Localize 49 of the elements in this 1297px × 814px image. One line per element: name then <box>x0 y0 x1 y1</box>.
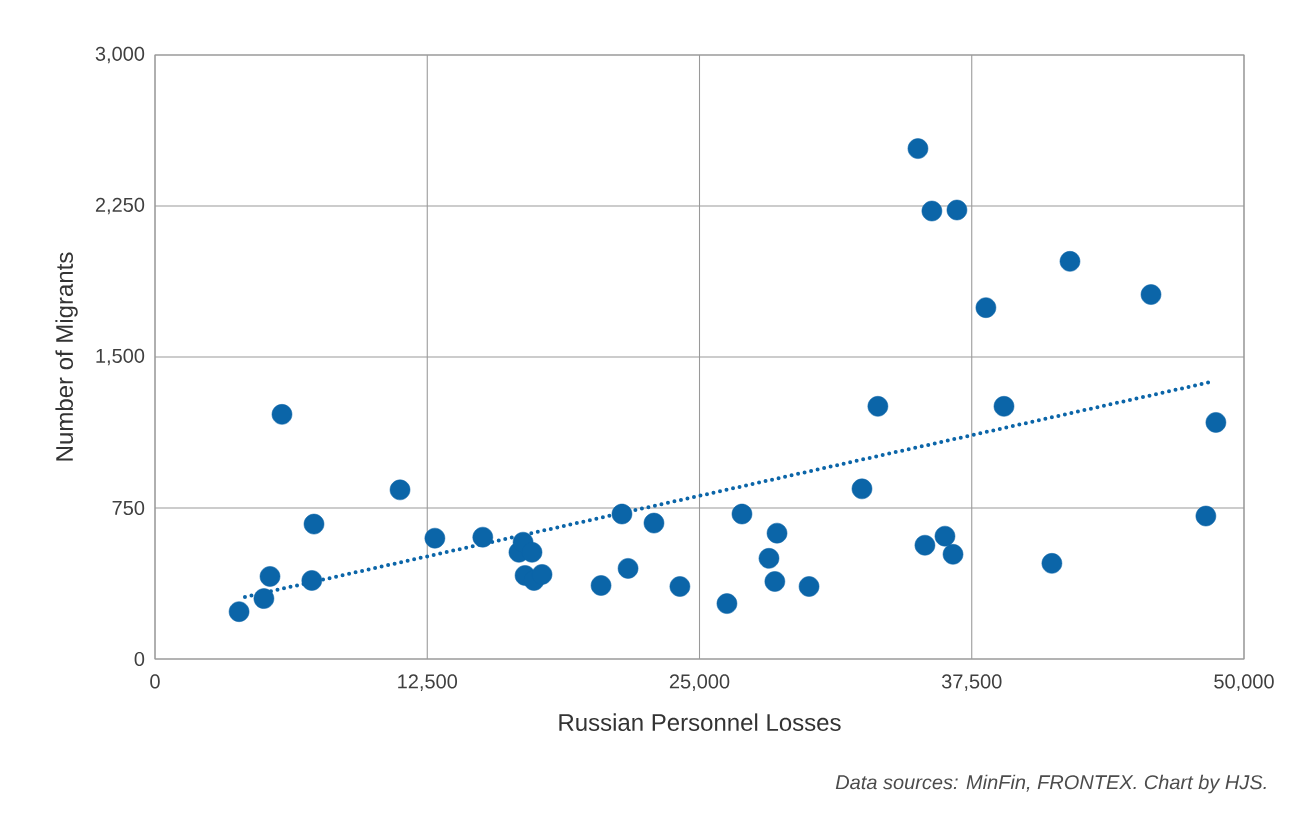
point <box>921 200 943 222</box>
point <box>253 588 275 609</box>
point <box>907 138 929 159</box>
point <box>934 525 956 547</box>
point <box>1041 553 1063 574</box>
point <box>531 564 553 585</box>
point <box>975 297 997 318</box>
x-tick-label: 12,500 <box>398 674 458 691</box>
point <box>1059 251 1081 272</box>
point <box>766 522 788 544</box>
point <box>764 571 786 592</box>
y-tick-label: 750 <box>112 500 145 516</box>
point <box>731 503 753 525</box>
text: Data sources: MinFin, FRONTEX. Chart by HJS. <box>835 774 1266 794</box>
point <box>301 570 323 591</box>
point <box>424 527 446 549</box>
point <box>758 548 780 569</box>
y-tick-label: 0 <box>134 651 145 667</box>
point <box>993 396 1015 417</box>
x-tick-label: 50,000 <box>1214 674 1274 691</box>
x-tick-label: 0 <box>150 674 160 689</box>
point <box>228 601 250 622</box>
point <box>271 404 293 425</box>
y-axis-title: Number of Migrants <box>55 252 78 461</box>
point <box>942 544 964 565</box>
point <box>1205 412 1227 433</box>
point <box>303 513 325 535</box>
point <box>1140 284 1162 305</box>
point <box>798 576 820 597</box>
point <box>914 534 936 556</box>
point <box>389 479 411 501</box>
point <box>1195 505 1217 527</box>
y-tick-label: 1,500 <box>96 348 145 366</box>
point <box>590 575 612 596</box>
x-tick-label: 37,500 <box>941 674 1002 691</box>
point <box>669 576 691 597</box>
y-tick-label: 3,000 <box>95 46 145 64</box>
point <box>946 199 968 221</box>
point <box>472 526 494 548</box>
x-axis-title: Russian Personnel Losses <box>559 713 841 731</box>
y-tick-label: 2,250 <box>95 197 145 215</box>
point <box>851 478 873 500</box>
point <box>867 396 889 417</box>
x-tick-label: 25,000 <box>669 674 730 691</box>
point <box>259 566 281 587</box>
point <box>643 512 665 534</box>
point <box>611 503 633 525</box>
point <box>617 558 639 579</box>
point <box>716 593 738 614</box>
